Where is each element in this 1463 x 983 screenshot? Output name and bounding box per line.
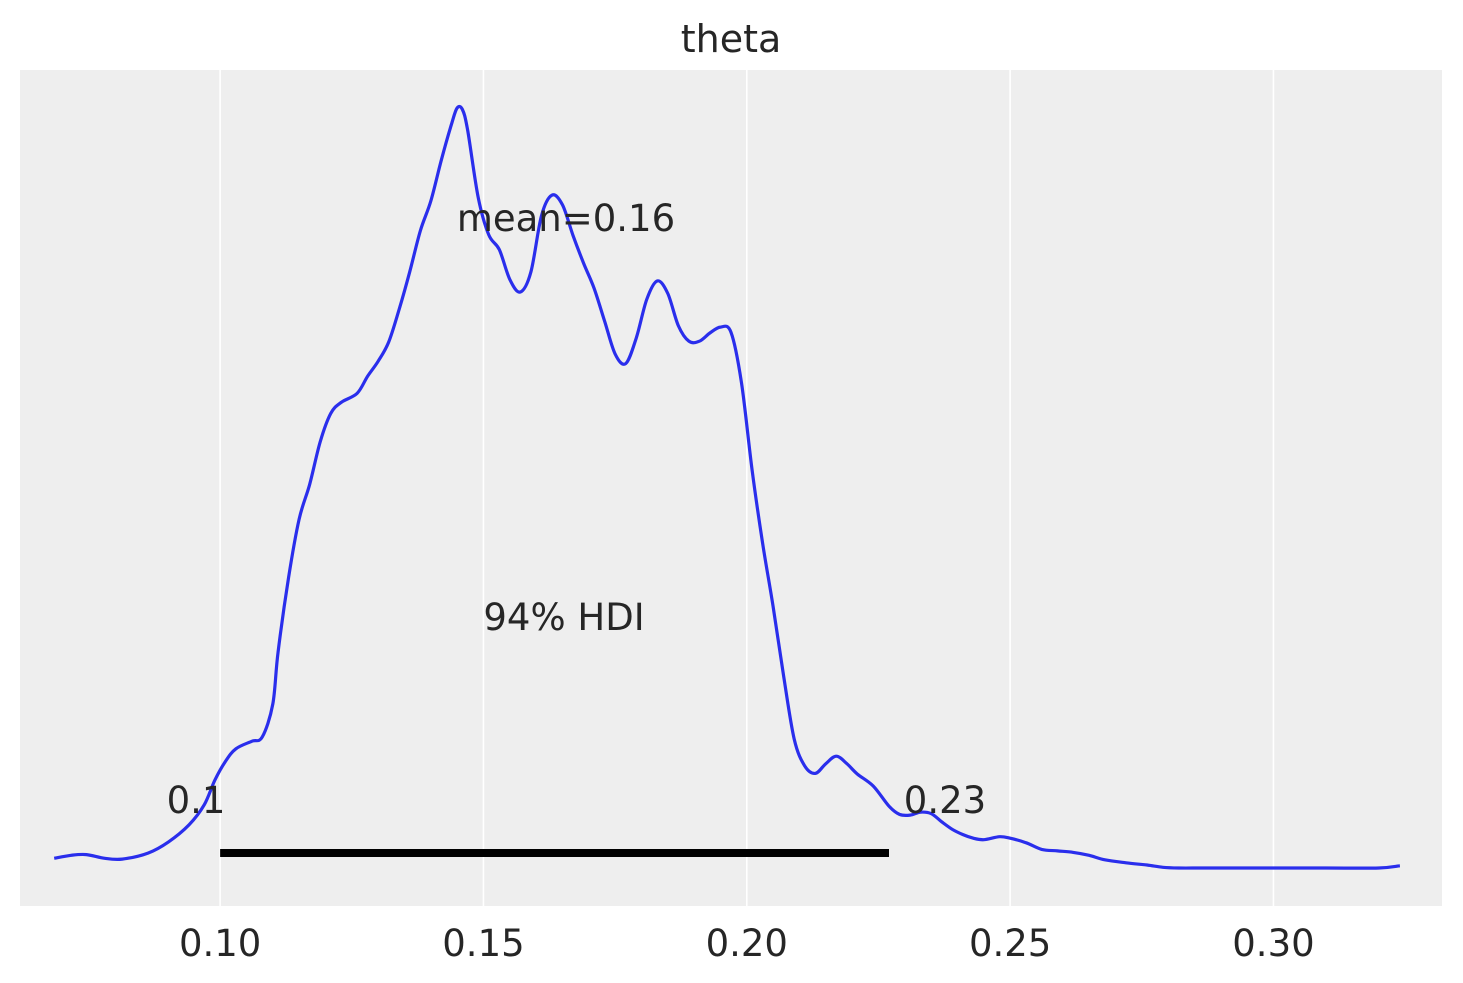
grid [219,70,1275,906]
density-curve [53,104,1401,870]
mean-annotation: mean=0.16 [457,197,675,240]
hdi-low-label: 0.1 [167,779,226,822]
chart-title: theta [681,17,782,61]
hdi-high-label: 0.23 [904,779,986,822]
x-tick-label: 0.25 [969,922,1051,965]
x-tick-label: 0.30 [1232,922,1314,965]
hdi-label: 94% HDI [483,596,644,639]
x-tick-label: 0.15 [442,922,524,965]
x-tick-label: 0.10 [179,922,261,965]
x-tick-label: 0.20 [706,922,788,965]
x-axis-ticks: 0.10 0.15 0.20 0.25 0.30 [179,922,1315,965]
plot-area [20,70,1442,906]
